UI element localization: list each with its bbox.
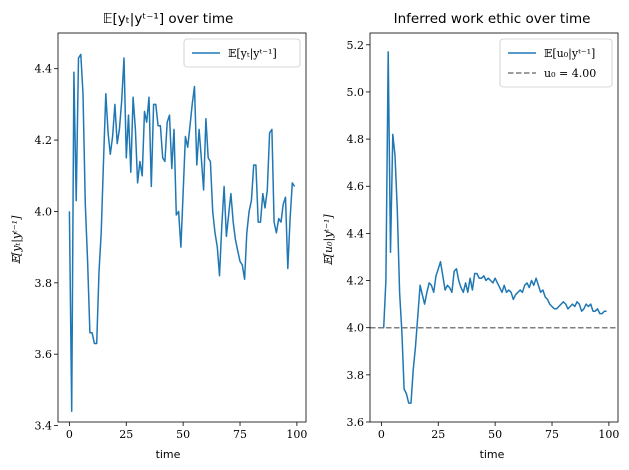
y-tick-label: 4.2 <box>35 134 53 147</box>
chart-left-legend: 𝔼[yₜ|yᵗ⁻¹] <box>183 38 301 68</box>
chart-right-x-axis-label: time <box>480 448 505 461</box>
legend-entry-label: 𝔼[u₀|yᵗ⁻¹] <box>544 47 595 61</box>
x-tick-label: 0 <box>378 428 385 441</box>
legend-box <box>183 38 301 68</box>
chart-right-y-axis-label: 𝔼[u₀|yᵗ⁻¹] <box>322 214 336 266</box>
chart-left-marks <box>68 53 296 413</box>
y-tick-label: 3.6 <box>347 416 365 429</box>
chart-left-y-axis-label: 𝔼[yₜ|yᵗ⁻¹] <box>10 215 24 264</box>
chart-right-x-ticks: 0 25 50 75 100 <box>378 422 619 441</box>
y-tick-label: 4.8 <box>347 133 365 146</box>
y-tick-label: 4.6 <box>347 180 365 193</box>
legend-entry-label: u₀ = 4.00 <box>544 67 596 80</box>
chart-right-y-ticks: 3.6 3.8 4.0 4.2 4.4 4.6 4.8 5.0 5.2 <box>347 39 370 429</box>
chart-right-plot-frame <box>369 32 619 423</box>
chart-right-legend: 𝔼[u₀|yᵗ⁻¹] u₀ = 4.00 <box>499 38 613 88</box>
x-tick-label: 25 <box>119 428 133 441</box>
chart-left-x-axis-label: time <box>156 448 181 461</box>
x-tick-label: 100 <box>286 428 307 441</box>
legend-entry-label: 𝔼[yₜ|yᵗ⁻¹] <box>228 47 277 61</box>
y-tick-label: 3.8 <box>347 369 365 382</box>
x-tick-label: 50 <box>488 428 502 441</box>
y-tick-label: 4.4 <box>347 227 365 240</box>
x-tick-label: 50 <box>176 428 190 441</box>
y-tick-label: 4.2 <box>347 275 365 288</box>
chart-left-y-ticks: 3.4 3.6 3.8 4.0 4.2 4.4 <box>35 63 58 433</box>
chart-left-x-ticks: 0 25 50 75 100 <box>66 422 307 441</box>
chart-left-series-line-0 <box>68 53 296 413</box>
y-tick-label: 4.0 <box>35 205 53 218</box>
x-tick-label: 75 <box>233 428 247 441</box>
y-tick-label: 3.6 <box>35 348 53 361</box>
y-tick-label: 4.4 <box>35 63 53 76</box>
y-tick-label: 5.0 <box>347 86 365 99</box>
chart-left-plot-frame <box>57 32 307 423</box>
chart-right-series-line-0 <box>381 51 607 404</box>
x-tick-label: 25 <box>431 428 445 441</box>
chart-right-marks <box>370 51 618 404</box>
x-tick-label: 75 <box>545 428 559 441</box>
y-tick-label: 5.2 <box>347 39 365 52</box>
y-tick-label: 4.0 <box>347 322 365 335</box>
y-tick-label: 3.8 <box>35 277 53 290</box>
chart-right-title: Inferred work ethic over time <box>394 11 591 27</box>
chart-left-title: 𝔼[yₜ|yᵗ⁻¹] over time <box>103 11 234 27</box>
x-tick-label: 100 <box>598 428 619 441</box>
chart-right: Inferred work ethic over time 0 25 50 75 100… <box>322 11 619 461</box>
x-tick-label: 0 <box>66 428 73 441</box>
legend-box <box>499 38 613 88</box>
chart-left: 𝔼[yₜ|yᵗ⁻¹] over time 0 25 50 75 100 3.43.63.… <box>10 11 307 461</box>
y-tick-label: 3.4 <box>35 420 53 433</box>
